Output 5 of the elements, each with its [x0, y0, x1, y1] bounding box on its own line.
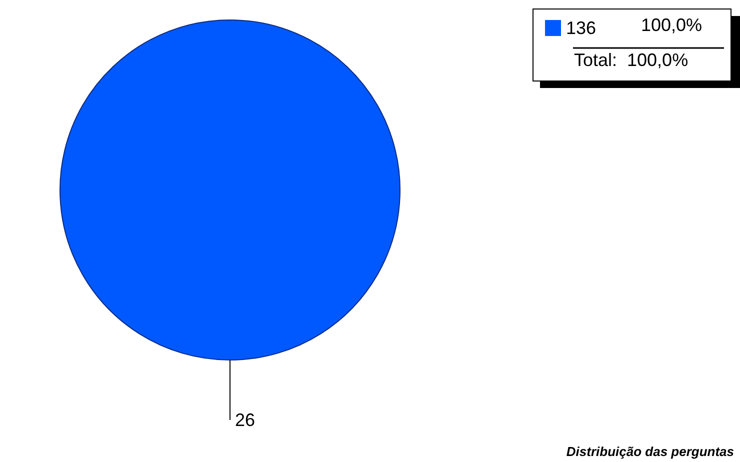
text: 100,0% [641, 15, 702, 35]
text: Distribuição das perguntas [566, 444, 734, 459]
legend-label: 136 [566, 18, 596, 38]
data-label: 26 [235, 410, 256, 430]
text: Total: 100,0% [574, 50, 688, 70]
